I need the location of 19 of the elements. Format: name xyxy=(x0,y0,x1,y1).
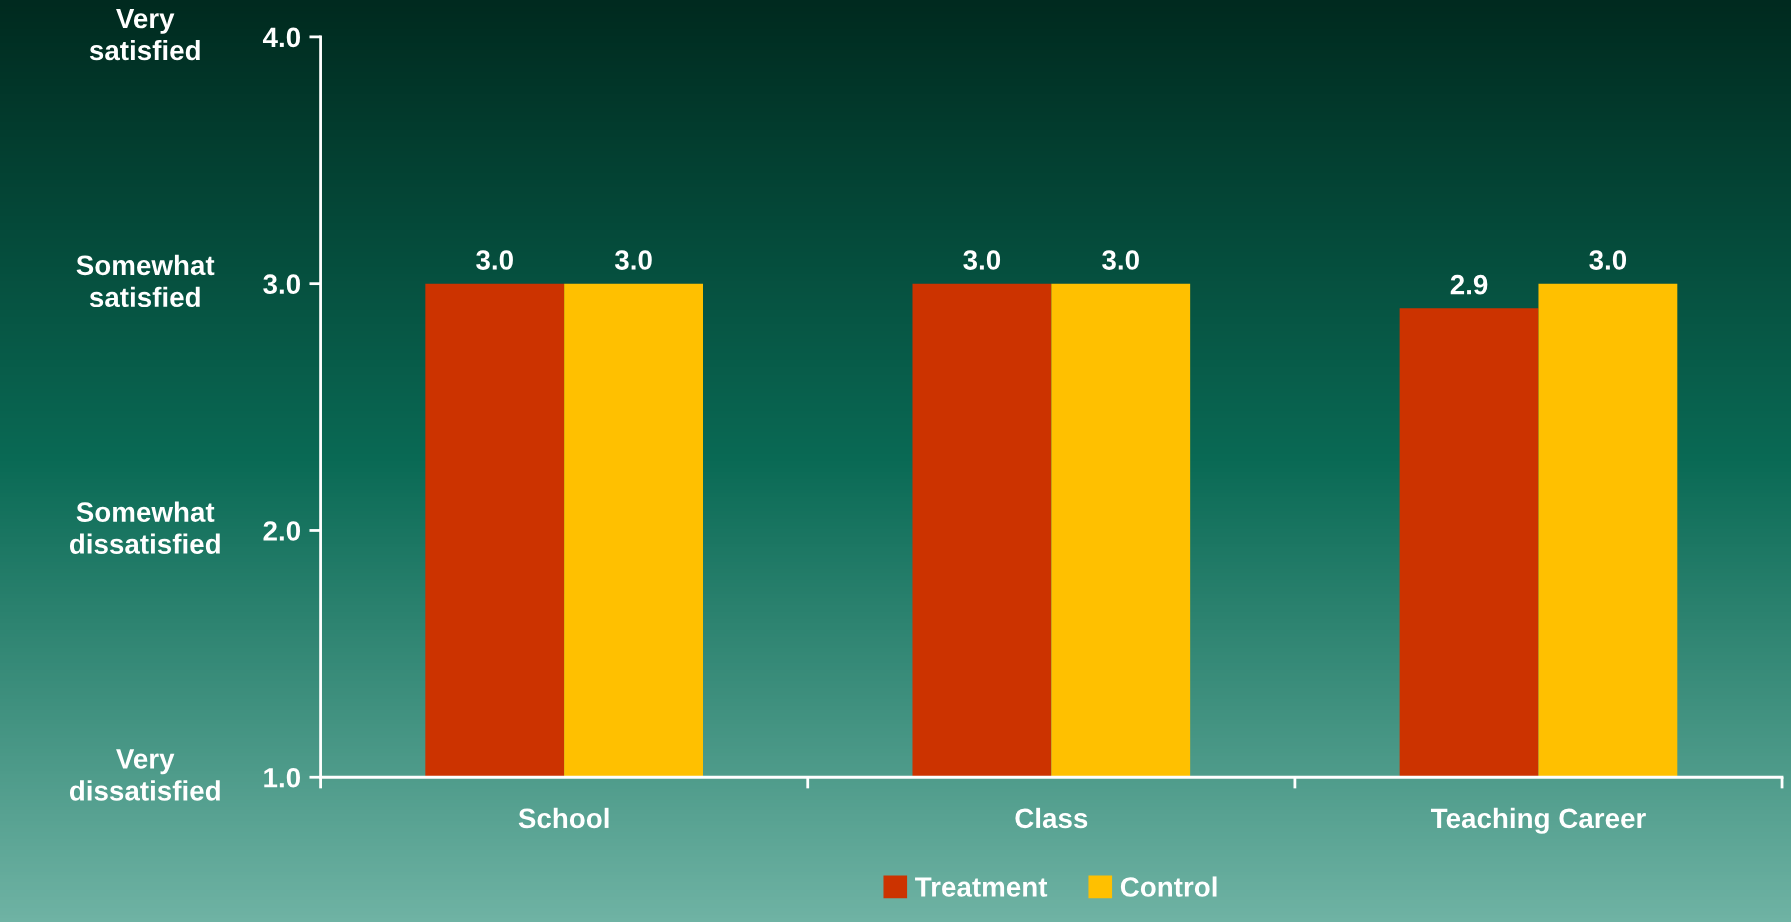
x-tick-label: Teaching Career xyxy=(1430,807,1646,834)
legend-label: Treatment xyxy=(915,877,1048,897)
text: Somewhat dissatisfied xyxy=(69,501,220,554)
data-label: 3.0 xyxy=(1102,250,1139,270)
data-label: 3.0 xyxy=(1589,250,1627,270)
y-tick-label: 1.0 xyxy=(264,767,301,788)
y-tick-label: 2.0 xyxy=(263,521,301,541)
text: Very satisfied xyxy=(89,8,200,61)
x-tick-label: Class xyxy=(1015,807,1088,829)
text: Very dissatisfied xyxy=(69,749,220,801)
data-label: 3.0 xyxy=(476,250,513,270)
y-tick-label: 4.0 xyxy=(262,27,301,48)
legend-label: Control xyxy=(1120,876,1217,897)
data-label: 3.0 xyxy=(963,250,1001,270)
x-tick-label: School xyxy=(518,807,609,829)
data-label: 3.0 xyxy=(614,250,652,270)
text: Somewhat satisfied xyxy=(76,254,215,308)
y-tick-label: 3.0 xyxy=(263,274,301,295)
data-label: 2.9 xyxy=(1450,274,1488,295)
